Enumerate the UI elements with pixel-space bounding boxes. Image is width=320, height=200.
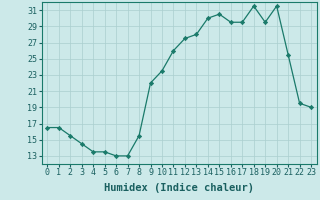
- X-axis label: Humidex (Indice chaleur): Humidex (Indice chaleur): [104, 183, 254, 193]
